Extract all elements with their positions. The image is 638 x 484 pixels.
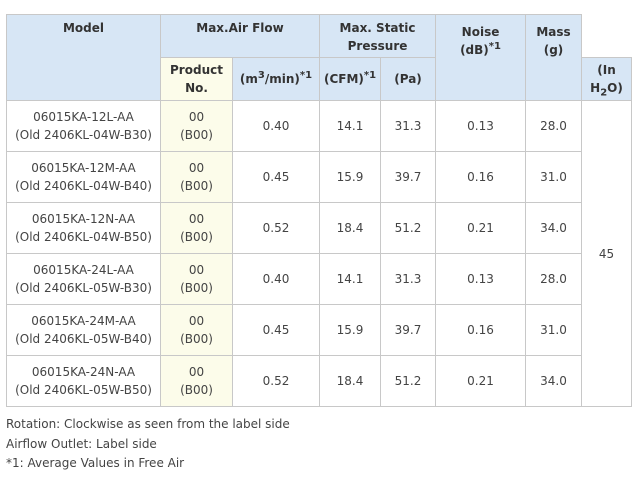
pressure-inh2o-cell: 0.21 [435,202,527,254]
pressure-pa-cell: 51.2 [380,202,437,254]
table-row: 06015KA-12N-AA (Old 2406KL-04W-B50) 00 (B0… [6,202,632,254]
pressure-inh2o-cell: 0.13 [435,100,527,152]
max-air-flow-header: Max.Air Flow [159,14,321,58]
rotation-note: Rotation: Clockwise as seen from the lab… [6,417,290,431]
air-flow-m3-cell: 0.52 [231,355,321,407]
pressure-inh2o-header: (In H2O) [581,57,633,101]
product-no-cell: 00 (B00) [160,355,233,407]
pressure-inh2o-cell: 0.21 [435,355,527,407]
mass-cell: 45 [581,100,633,407]
table-row: 06015KA-24N-AA (Old 2406KL-05W-B50) 00 (B0… [6,355,632,407]
fan-spec-table: Model Max.Air Flow Max. Static Pressure N… [6,14,633,407]
model-cell: 06015KA-24M-AA (Old 2406KL-05W-B40) [6,304,161,356]
table-row: 06015KA-12L-AA (Old 2406KL-04W-B30) 00 (B0… [6,100,633,407]
noise-cell: 34.0 [525,355,583,407]
mass-header: Mass (g) [525,14,583,101]
air-flow-m3-cell: 0.45 [231,151,321,203]
table-row: 06015KA-24L-AA (Old 2406KL-05W-B30) 00 (B0… [6,253,632,305]
pressure-pa-cell: 51.2 [380,355,437,407]
air-flow-cfm-cell: 15.9 [319,151,382,203]
air-flow-cfm-cell: 14.1 [319,253,382,305]
pressure-inh2o-cell: 0.16 [435,304,527,356]
model-cell: 06015KA-12M-AA (Old 2406KL-04W-B40) [6,151,161,203]
air-flow-m3-header: (m3/min)*1 [231,57,321,101]
air-flow-cfm-cell: 14.1 [319,100,382,152]
air-flow-m3-cell: 0.45 [231,304,321,356]
spec-notes: Rotation: Clockwise as seen from the lab… [6,415,290,474]
noise-cell: 28.0 [525,100,583,152]
air-flow-cfm-cell: 18.4 [319,202,382,254]
noise-cell: 28.0 [525,253,583,305]
pressure-pa-header: (Pa) [380,57,437,101]
product-no-cell: 00 (B00) [160,100,233,152]
product-no-cell: 00 (B00) [160,151,233,203]
model-cell: 06015KA-12N-AA (Old 2406KL-04W-B50) [6,202,161,254]
noise-header: Noise (dB)*1 [435,14,527,101]
max-static-pressure-header: Max. Static Pressure [319,14,437,58]
air-flow-m3-cell: 0.52 [231,202,321,254]
pressure-inh2o-cell: 0.16 [435,151,527,203]
pressure-pa-cell: 39.7 [380,151,437,203]
table-row: 06015KA-24M-AA (Old 2406KL-05W-B40) 00 (B0… [6,304,632,356]
table-row: 06015KA-12M-AA (Old 2406KL-04W-B40) 00 (B0… [6,151,632,203]
air-flow-cfm-cell: 18.4 [319,355,382,407]
pressure-inh2o-cell: 0.13 [435,253,527,305]
product-no-cell: 00 (B00) [160,202,233,254]
model-header: Model [6,14,161,101]
air-flow-m3-cell: 0.40 [231,100,321,152]
noise-cell: 34.0 [525,202,583,254]
airflow-outlet-note: Airflow Outlet: Label side [6,436,157,451]
air-flow-cfm-cell: 15.9 [319,304,382,356]
pressure-pa-cell: 31.3 [380,100,437,152]
pressure-pa-cell: 39.7 [380,304,437,356]
air-flow-m3-cell: 0.40 [231,253,321,305]
product-no-cell: 00 (B00) [160,304,233,356]
pressure-pa-cell: 31.3 [380,253,437,305]
model-cell: 06015KA-24N-AA (Old 2406KL-05W-B50) [6,355,161,407]
noise-cell: 31.0 [525,151,583,203]
free-air-footnote: *1: Average Values in Free Air [6,456,185,470]
product-no-header: Product No. [160,57,233,101]
model-cell: 06015KA-12L-AA (Old 2406KL-04W-B30) [6,100,161,152]
product-no-cell: 00 (B00) [160,253,233,305]
noise-cell: 31.0 [525,304,583,356]
model-cell: 06015KA-24L-AA (Old 2406KL-05W-B30) [6,253,161,305]
air-flow-cfm-header: (CFM)*1 [319,57,382,101]
